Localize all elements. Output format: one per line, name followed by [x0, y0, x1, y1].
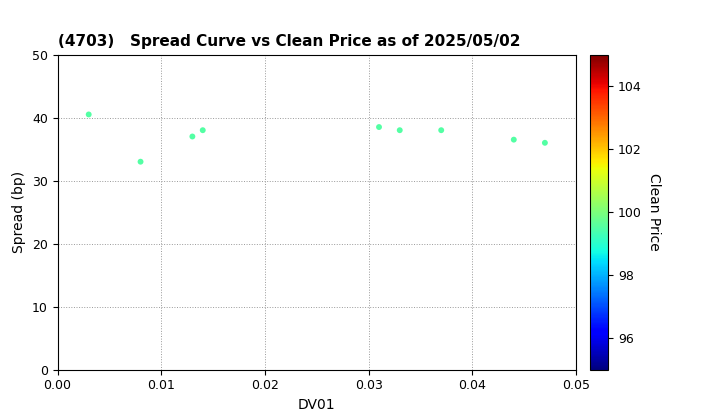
Y-axis label: Spread (bp): Spread (bp) — [12, 171, 27, 253]
X-axis label: DV01: DV01 — [298, 398, 336, 412]
Point — [373, 123, 384, 130]
Point — [508, 136, 520, 143]
Point — [539, 139, 551, 146]
Point — [436, 127, 447, 134]
Point — [186, 133, 198, 140]
Point — [83, 111, 94, 118]
Point — [394, 127, 405, 134]
Y-axis label: Clean Price: Clean Price — [647, 173, 662, 251]
Point — [135, 158, 146, 165]
Point — [197, 127, 209, 134]
Text: (4703)   Spread Curve vs Clean Price as of 2025/05/02: (4703) Spread Curve vs Clean Price as of… — [58, 34, 520, 49]
